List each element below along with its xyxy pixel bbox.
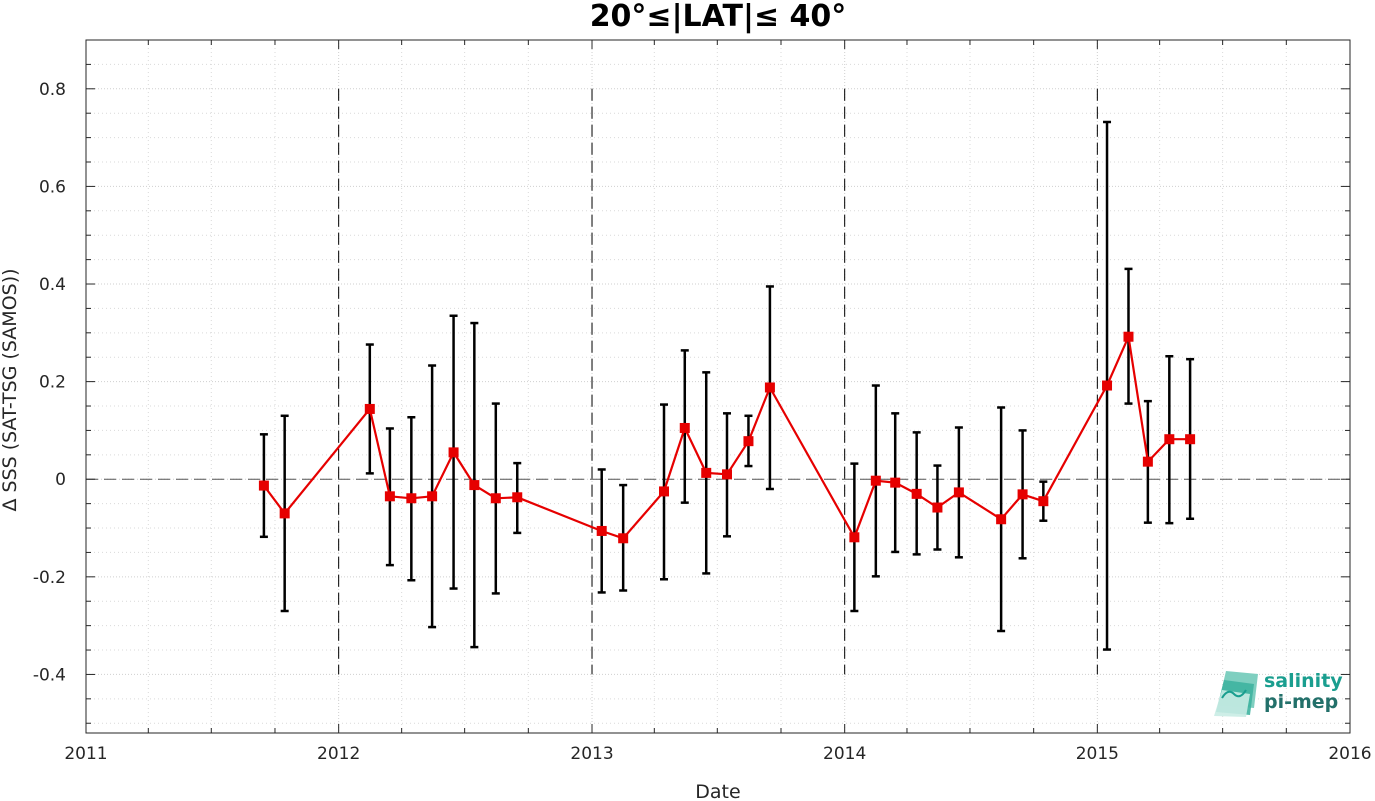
y-tick-label: 0.8 — [39, 80, 66, 100]
logo-line2: pi-mep — [1264, 691, 1338, 713]
x-tick-label: 2016 — [1328, 744, 1371, 764]
y-tick-label: -0.2 — [33, 568, 66, 588]
data-point-marker — [279, 508, 290, 519]
y-tick-label: -0.4 — [33, 665, 66, 685]
data-point-marker — [427, 491, 438, 502]
data-point-marker — [721, 469, 732, 480]
data-point-marker — [849, 532, 860, 543]
data-point-marker — [932, 502, 943, 513]
x-tick-label: 2014 — [823, 744, 866, 764]
y-tick-label: 0.2 — [39, 373, 66, 393]
y-tick-label: 0 — [55, 470, 66, 490]
data-point-marker — [1123, 331, 1134, 342]
data-point-marker — [1185, 434, 1196, 445]
data-point-marker — [911, 488, 922, 499]
data-point-marker — [384, 491, 395, 502]
data-point-marker — [743, 436, 754, 447]
y-tick-label: 0.4 — [39, 275, 66, 295]
data-point-marker — [364, 403, 375, 414]
logo-line1: salinity — [1264, 670, 1343, 692]
y-axis-title: Δ SSS (SAT-TSG (SAMOS)) — [0, 268, 21, 511]
data-point-marker — [406, 493, 417, 504]
data-point-marker — [1102, 380, 1113, 391]
data-point-marker — [490, 493, 501, 504]
data-markers — [258, 331, 1196, 544]
wave-layers-icon — [1214, 671, 1258, 717]
x-tick-label: 2013 — [570, 744, 613, 764]
axes — [85, 39, 1351, 734]
axes-frame — [85, 39, 1351, 734]
chart-title: 20°≤|LAT|≤ 40° — [590, 0, 847, 34]
data-point-marker — [764, 382, 775, 393]
x-tick-label: 2015 — [1076, 744, 1119, 764]
data-point-marker — [596, 525, 607, 536]
year-boundaries — [338, 88, 1098, 675]
data-point-marker — [448, 447, 459, 458]
data-point-marker — [1017, 489, 1028, 500]
data-point-marker — [996, 514, 1007, 525]
data-point-marker — [469, 480, 480, 491]
data-point-marker — [1164, 434, 1175, 445]
salinity-pimep-logo: salinity pi-mep — [1214, 670, 1343, 717]
x-tick-label: 2012 — [317, 744, 360, 764]
data-point-marker — [512, 492, 523, 503]
data-point-marker — [1142, 456, 1153, 467]
data-point-marker — [659, 486, 670, 497]
data-point-marker — [679, 422, 690, 433]
y-tick-label: 0.6 — [39, 177, 66, 197]
data-point-marker — [890, 477, 901, 488]
data-point-marker — [258, 480, 269, 491]
tick-labels: 2011 2012 2013 2014 2015 2016 -0.4 -0.2 0 0.2 0.4 0… — [33, 80, 1372, 764]
x-axis-title: Date — [695, 781, 740, 801]
data-point-marker — [701, 467, 712, 478]
data-point-marker — [953, 487, 964, 498]
data-point-marker — [618, 533, 629, 544]
data-point-marker — [870, 475, 881, 486]
x-tick-label: 2011 — [64, 744, 107, 764]
data-point-marker — [1038, 496, 1049, 507]
